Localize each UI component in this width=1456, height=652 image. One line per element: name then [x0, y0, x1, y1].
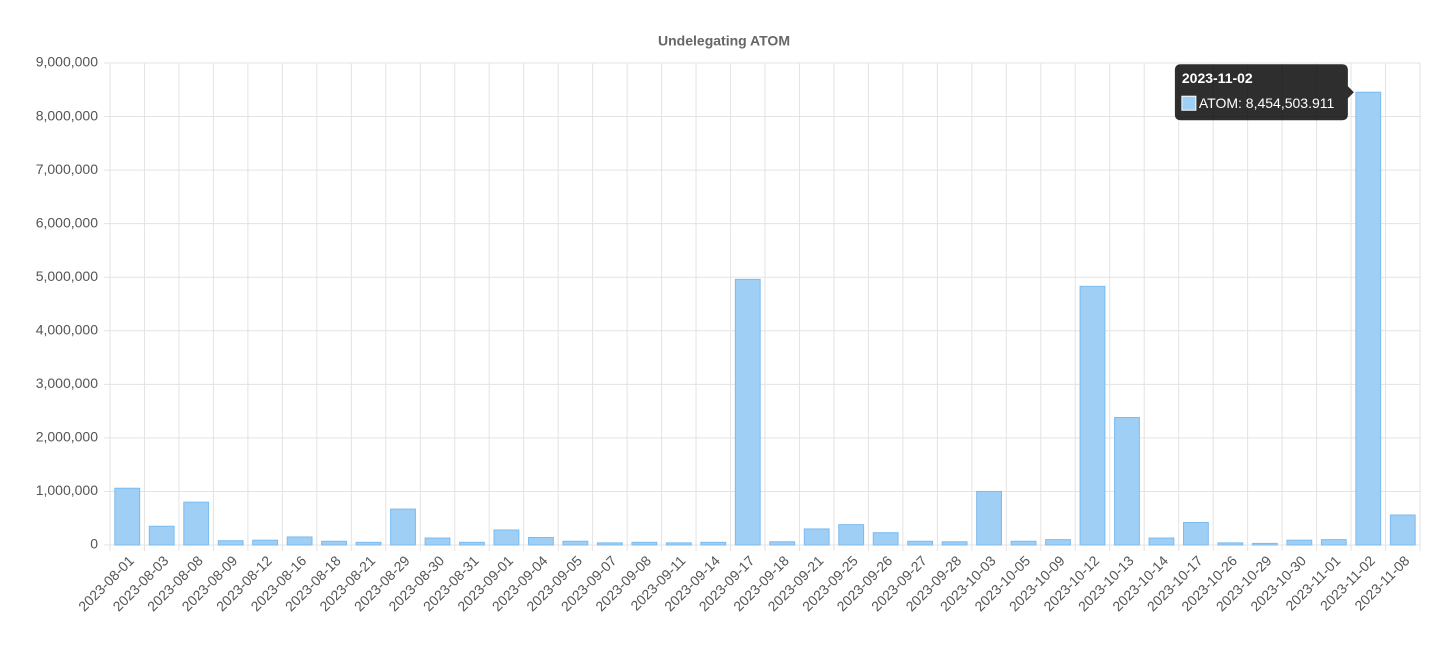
bar: [1079, 285, 1106, 546]
chart-title: Undelegating ATOM: [658, 33, 790, 49]
bar: [390, 508, 416, 546]
bar: [1355, 91, 1382, 546]
tooltip-label: ATOM: 8,454,503.911: [1199, 95, 1335, 111]
bar: [562, 540, 589, 546]
bar: [459, 541, 485, 546]
y-tick-label: 5,000,000: [36, 268, 98, 284]
bar: [769, 541, 796, 546]
bar: [1217, 542, 1244, 546]
y-tick-label: 4,000,000: [36, 321, 98, 337]
y-tick-label: 1,000,000: [36, 482, 98, 498]
bar: [321, 540, 347, 546]
bar: [252, 539, 279, 546]
bar: [1183, 522, 1209, 546]
y-tick-label: 7,000,000: [36, 161, 98, 177]
bar: [1286, 539, 1313, 546]
bar: [803, 528, 830, 546]
y-tick-label: 8,000,000: [36, 107, 98, 123]
bar: [907, 540, 934, 546]
bar: [424, 537, 451, 546]
y-tick-label: 2,000,000: [36, 429, 98, 445]
tooltip: 2023-11-02 ATOM: 8,454,503.911: [1174, 64, 1354, 121]
bar: [355, 541, 382, 546]
bar: [1010, 540, 1037, 546]
tooltip-title: 2023-11-02: [1182, 70, 1253, 86]
bar: [838, 524, 865, 546]
bar: [528, 537, 554, 546]
bar: [114, 487, 141, 546]
bar: [872, 532, 899, 546]
bar: [493, 529, 520, 546]
y-tick-label: 9,000,000: [36, 54, 98, 70]
bar: [217, 540, 244, 546]
bar: [941, 541, 968, 546]
bar: [1045, 539, 1071, 546]
bar: [700, 541, 727, 546]
tooltip-box: [1174, 64, 1354, 121]
bar: [976, 490, 1002, 546]
bar: [734, 278, 761, 546]
bar: [286, 536, 313, 546]
bar: [1114, 417, 1140, 546]
y-tick-label: 3,000,000: [36, 375, 98, 391]
bar: [596, 542, 623, 546]
bar: [665, 542, 692, 546]
y-tick-label: 6,000,000: [36, 214, 98, 230]
bar: [183, 501, 210, 546]
tooltip-swatch: [1181, 95, 1197, 111]
bar: [148, 525, 175, 546]
bar: [1148, 537, 1175, 546]
bar: [1320, 539, 1347, 546]
bar: [1389, 514, 1416, 546]
bar: [1251, 542, 1278, 546]
y-tick-label: 0: [90, 536, 98, 552]
bar: [631, 541, 658, 546]
